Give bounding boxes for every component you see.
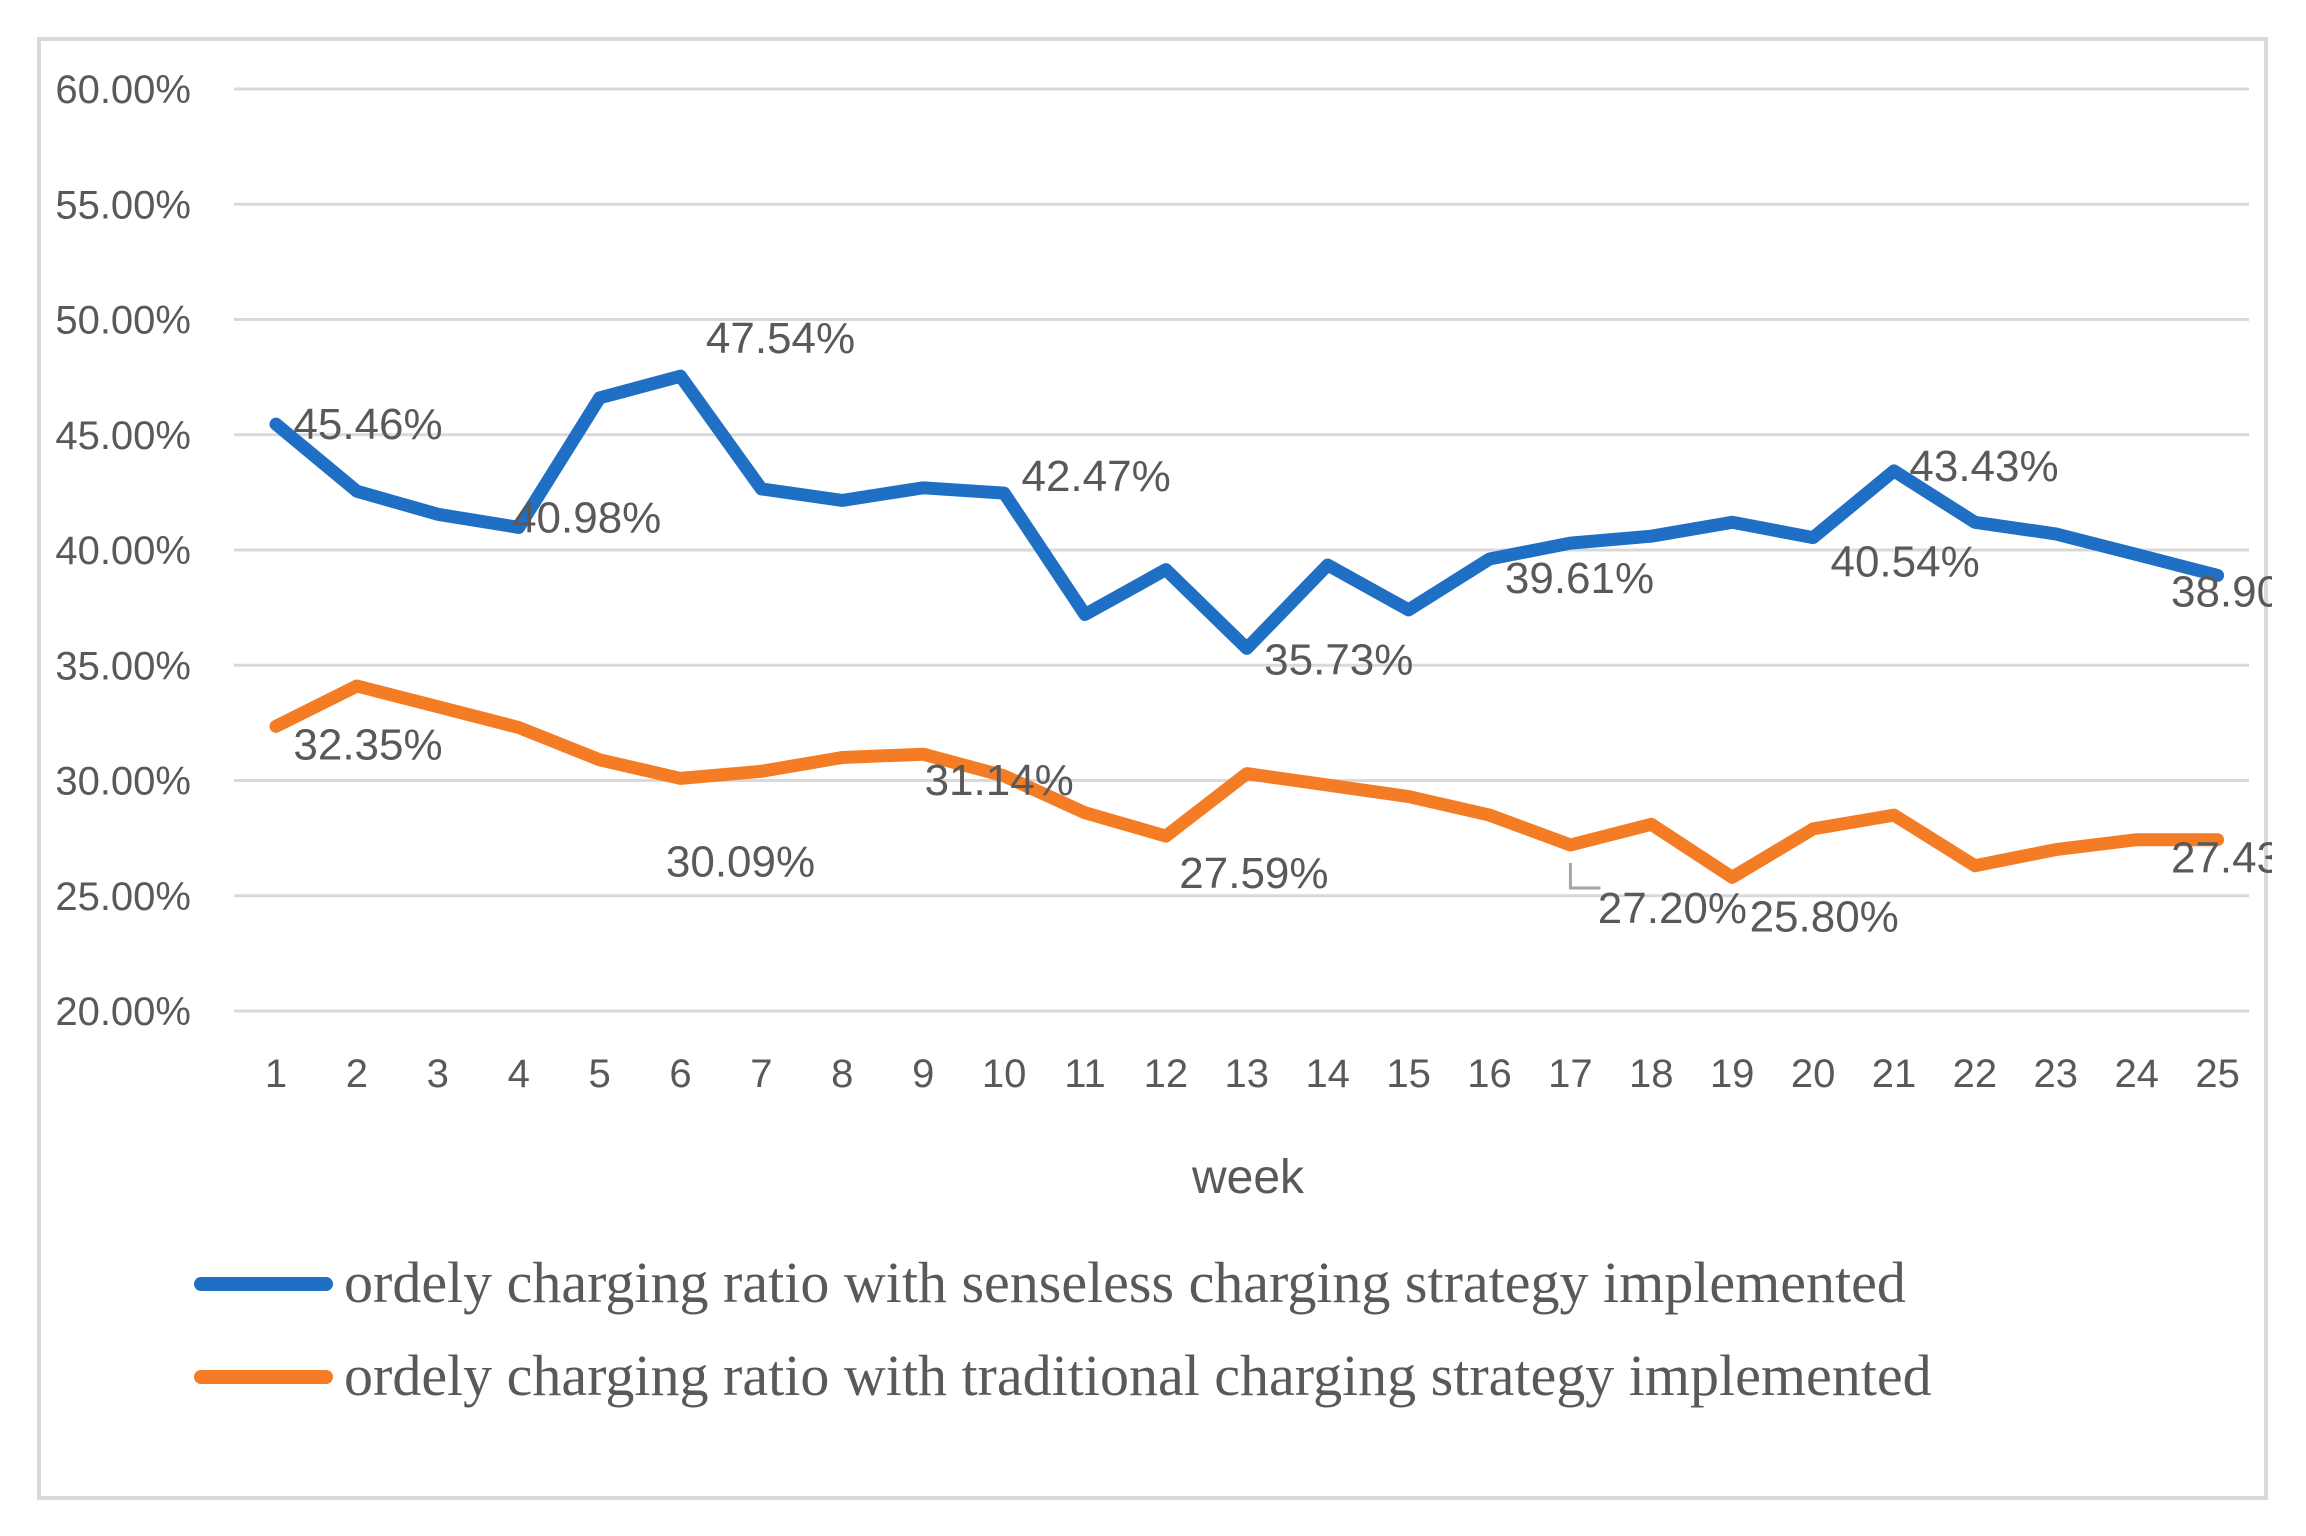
data-label: 39.61% [1505,554,1654,603]
x-tick-label: 17 [1548,1052,1593,1096]
x-tick-label: 12 [1144,1052,1189,1096]
x-tick-label: 11 [1064,1052,1106,1096]
x-tick-label: 3 [427,1052,449,1096]
x-tick-label: 5 [588,1052,610,1096]
x-tick-label: 22 [1953,1052,1998,1096]
series-line-2 [269,679,2225,884]
data-label: 40.54% [1830,538,1979,587]
data-label: 27.43% [2171,834,2272,883]
label-leader-line [1568,863,1601,890]
x-tick-label: 24 [2114,1052,2159,1096]
x-axis-title: week [1191,1151,1305,1204]
data-label: 35.73% [1264,635,1413,684]
x-tick-label: 19 [1710,1052,1755,1096]
y-tick-label: 35.00% [55,644,191,688]
x-tick-label: 4 [508,1052,530,1096]
data-label: 38.90% [2171,567,2272,616]
x-tick-label: 6 [669,1052,691,1096]
x-tick-label: 25 [2195,1052,2240,1096]
legend: ordely charging ratio with senseless cha… [194,1250,1932,1408]
y-tick-label: 25.00% [55,875,191,919]
data-label: 27.59% [1179,849,1328,898]
x-tick-label: 1 [265,1052,287,1096]
data-label: 31.14% [925,756,1074,805]
data-label: 30.09% [666,837,815,886]
data-label: 43.43% [1909,442,2058,491]
x-tick-label: 2 [346,1052,368,1096]
x-tick-label: 14 [1305,1052,1350,1096]
legend-label: ordely charging ratio with traditional c… [344,1343,1932,1408]
x-tick-label: 23 [2034,1052,2079,1096]
x-tick-label: 10 [982,1052,1027,1096]
data-label: 42.47% [1021,452,1170,501]
x-tick-label: 21 [1872,1052,1917,1096]
x-tick-label: 7 [750,1052,772,1096]
data-labels: 45.46% 40.98% 47.54% 42.47% 35.73% 39.61% 40.5… [293,314,2272,941]
data-label: 32.35% [293,720,442,769]
x-axis-tick-labels: 1 2 3 4 5 6 7 8 9 10 11 12 13 14 15 16 17 18 19 20 21 22 23 24 2… [265,1052,2240,1096]
data-label: 25.80% [1750,892,1899,941]
x-tick-label: 18 [1629,1052,1674,1096]
line-chart: 20.00% 25.00% 30.00% 35.00% 40.00% 45.00% 50.0… [55,68,2272,1408]
y-axis-tick-labels: 20.00% 25.00% 30.00% 35.00% 40.00% 45.00% 50.0… [55,68,191,1034]
x-tick-label: 20 [1791,1052,1836,1096]
y-tick-label: 20.00% [55,990,191,1034]
series-line-1 [269,369,2225,655]
data-label: 27.20% [1598,884,1747,933]
y-tick-label: 45.00% [55,414,191,458]
y-tick-label: 55.00% [55,183,191,227]
x-tick-label: 15 [1386,1052,1431,1096]
series-lines [269,369,2225,884]
x-tick-label: 13 [1225,1052,1270,1096]
y-tick-label: 40.00% [55,529,191,573]
x-tick-label: 16 [1467,1052,1512,1096]
chart-frame: 20.00% 25.00% 30.00% 35.00% 40.00% 45.00% 50.0… [37,37,2272,1500]
data-label: 47.54% [706,314,855,363]
x-tick-label: 9 [912,1052,934,1096]
data-label: 40.98% [512,493,661,542]
y-tick-label: 50.00% [55,299,191,343]
legend-label: ordely charging ratio with senseless cha… [344,1250,1906,1315]
x-tick-label: 8 [831,1052,853,1096]
data-label: 45.46% [293,400,442,449]
y-tick-label: 60.00% [55,68,191,112]
y-tick-label: 30.00% [55,760,191,804]
